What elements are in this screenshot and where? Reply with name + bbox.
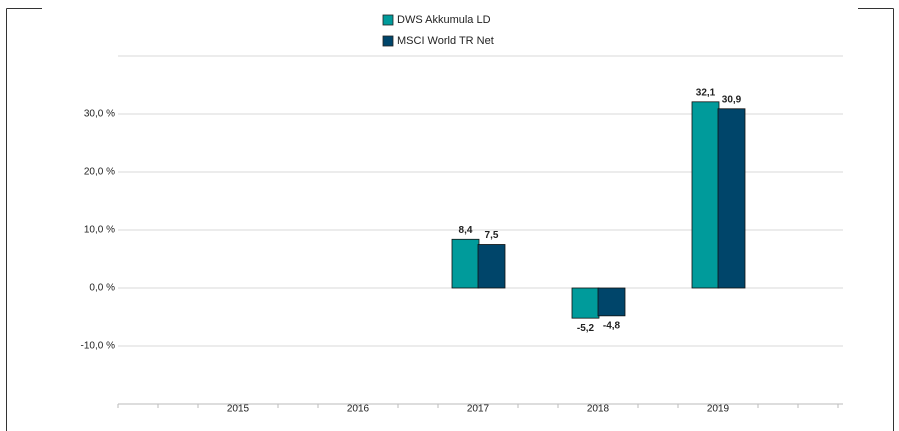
data-label: 32,1 bbox=[696, 87, 716, 98]
data-label: 7,5 bbox=[485, 230, 499, 241]
y-tick-label: -10,0 % bbox=[81, 341, 116, 352]
legend-label: MSCI World TR Net bbox=[397, 35, 494, 47]
data-label: -5,2 bbox=[577, 323, 595, 334]
legend-label: DWS Akkumula LD bbox=[397, 14, 491, 26]
bar bbox=[717, 108, 746, 289]
data-label: 8,4 bbox=[459, 225, 473, 236]
x-tick-label: 2019 bbox=[707, 404, 730, 415]
y-tick-label: 30,0 % bbox=[84, 109, 115, 120]
bar bbox=[571, 287, 600, 319]
x-tick-label: 2018 bbox=[587, 404, 610, 415]
data-label: 30,9 bbox=[722, 94, 742, 105]
bar bbox=[597, 287, 626, 317]
y-tick-label: 0,0 % bbox=[89, 283, 115, 294]
legend-swatch bbox=[382, 14, 394, 26]
bar bbox=[477, 244, 506, 289]
bar bbox=[451, 238, 480, 289]
x-tick-label: 2016 bbox=[347, 404, 370, 415]
frame bbox=[6, 8, 894, 431]
bar bbox=[691, 101, 720, 289]
data-label: -4,8 bbox=[603, 320, 621, 331]
x-tick-label: 2015 bbox=[227, 404, 250, 415]
legend-swatch bbox=[382, 35, 394, 47]
y-tick-label: 10,0 % bbox=[84, 225, 115, 236]
x-tick-label: 2017 bbox=[467, 404, 490, 415]
y-tick-label: 20,0 % bbox=[84, 167, 115, 178]
